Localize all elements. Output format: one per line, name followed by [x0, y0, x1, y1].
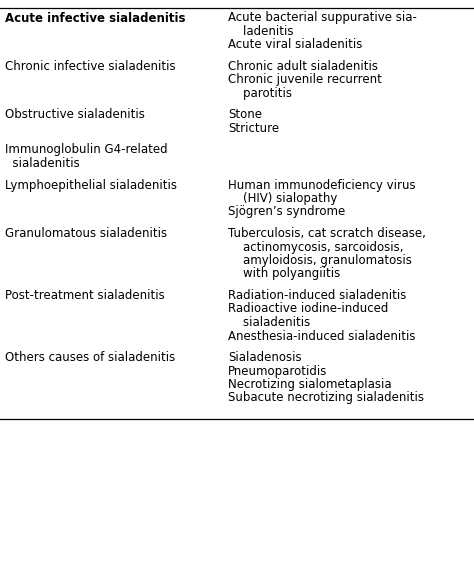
Text: Chronic juvenile recurrent: Chronic juvenile recurrent [228, 74, 382, 87]
Text: Necrotizing sialometaplasia: Necrotizing sialometaplasia [228, 378, 392, 391]
Text: ladenitis: ladenitis [228, 25, 293, 38]
Text: Sjögren’s syndrome: Sjögren’s syndrome [228, 206, 345, 218]
Text: sialadenitis: sialadenitis [228, 316, 310, 329]
Text: amyloidosis, granulomatosis: amyloidosis, granulomatosis [228, 254, 412, 267]
Text: Chronic adult sialadenitis: Chronic adult sialadenitis [228, 60, 378, 73]
Text: parotitis: parotitis [228, 87, 292, 100]
Text: Anesthesia-induced sialadenitis: Anesthesia-induced sialadenitis [228, 329, 416, 343]
Text: Obstructive sialadenitis: Obstructive sialadenitis [5, 108, 145, 121]
Text: Pneumoparotidis: Pneumoparotidis [228, 364, 328, 377]
Text: Stricture: Stricture [228, 122, 279, 135]
Text: Acute viral sialadenitis: Acute viral sialadenitis [228, 39, 363, 51]
Text: Others causes of sialadenitis: Others causes of sialadenitis [5, 351, 175, 364]
Text: (HIV) sialopathy: (HIV) sialopathy [228, 192, 337, 205]
Text: Acute bacterial suppurative sia-: Acute bacterial suppurative sia- [228, 11, 417, 25]
Text: Radioactive iodine-induced: Radioactive iodine-induced [228, 303, 388, 316]
Text: Stone: Stone [228, 108, 262, 121]
Text: Acute infective sialadenitis: Acute infective sialadenitis [5, 11, 185, 25]
Text: Subacute necrotizing sialadenitis: Subacute necrotizing sialadenitis [228, 392, 424, 405]
Text: Granulomatous sialadenitis: Granulomatous sialadenitis [5, 227, 167, 240]
Text: Sialadenosis: Sialadenosis [228, 351, 301, 364]
Text: Post-treatment sialadenitis: Post-treatment sialadenitis [5, 289, 165, 302]
Text: Radiation-induced sialadenitis: Radiation-induced sialadenitis [228, 289, 406, 302]
Text: Chronic infective sialadenitis: Chronic infective sialadenitis [5, 60, 176, 73]
Text: actinomycosis, sarcoidosis,: actinomycosis, sarcoidosis, [228, 241, 403, 254]
Text: with polyangiitis: with polyangiitis [228, 267, 340, 280]
Text: Human immunodeficiency virus: Human immunodeficiency virus [228, 178, 416, 192]
Text: Lymphoepithelial sialadenitis: Lymphoepithelial sialadenitis [5, 178, 177, 192]
Text: sialadenitis: sialadenitis [5, 157, 80, 170]
Text: Immunoglobulin G4-related: Immunoglobulin G4-related [5, 144, 168, 157]
Text: Tuberculosis, cat scratch disease,: Tuberculosis, cat scratch disease, [228, 227, 426, 240]
